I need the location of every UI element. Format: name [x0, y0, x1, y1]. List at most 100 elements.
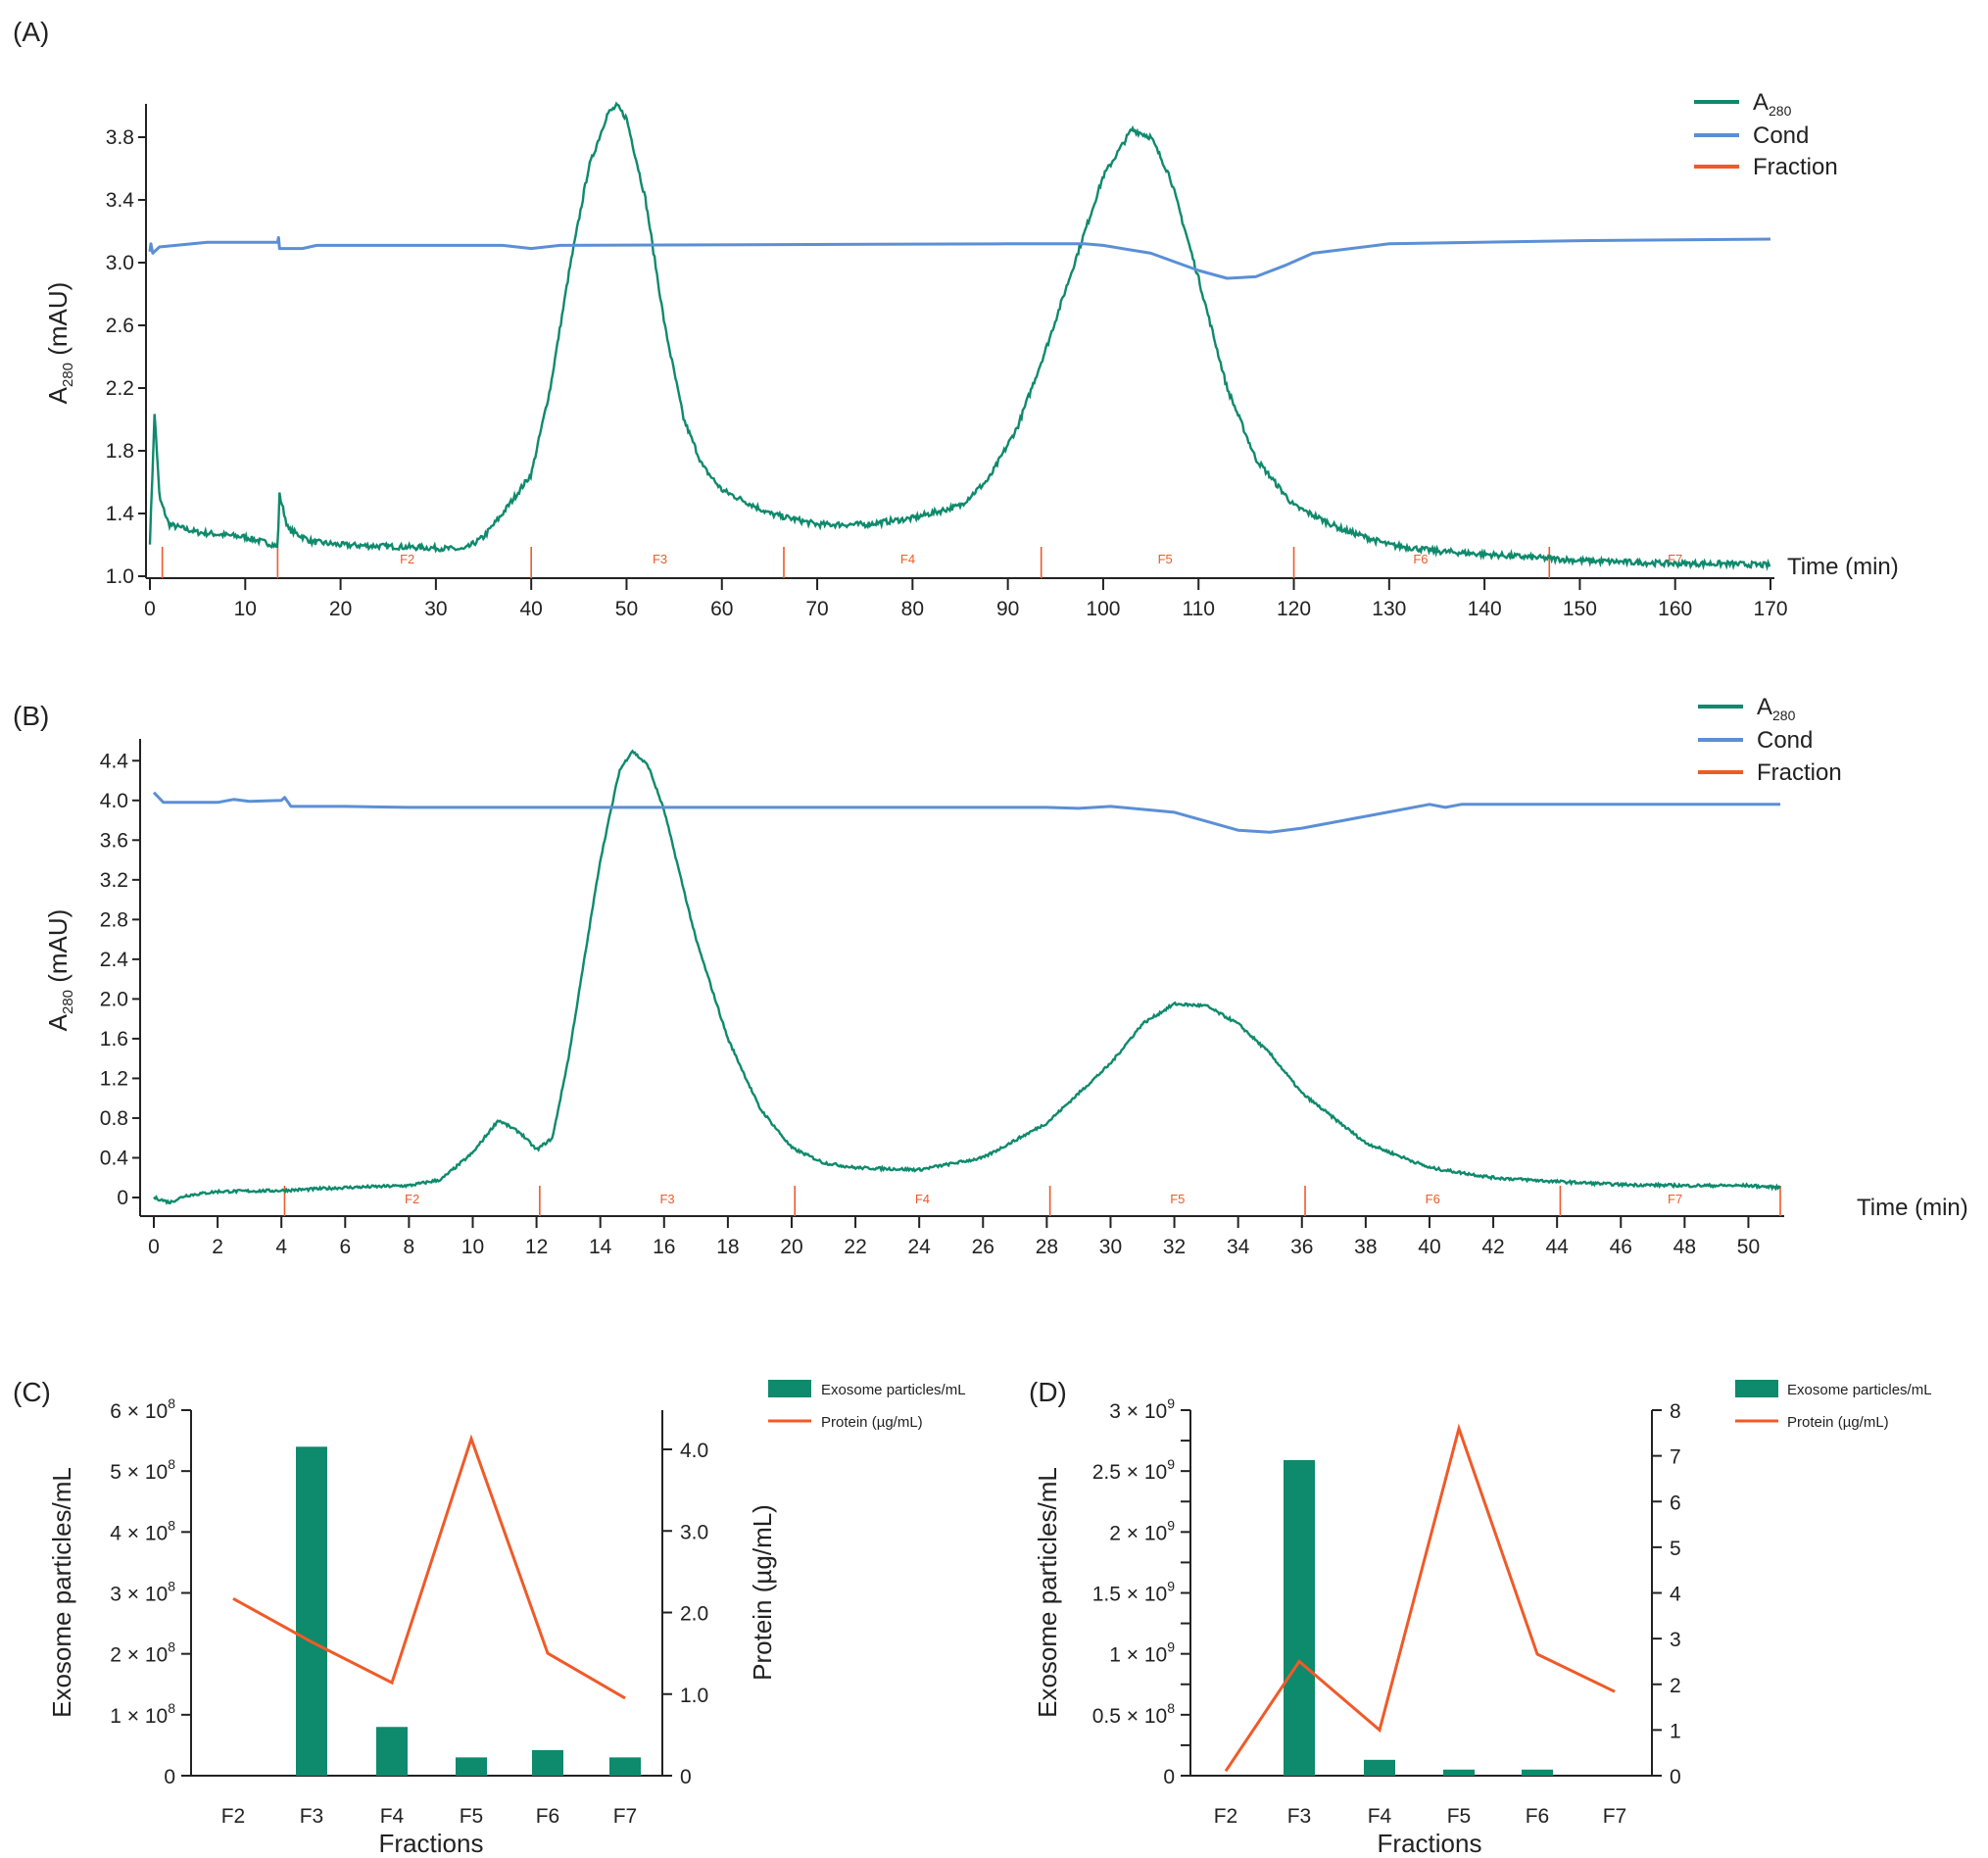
left-y-tick-label: 2 × 108 — [110, 1639, 175, 1667]
legend-label-fraction: Fraction — [1757, 759, 1842, 786]
right-y-tick-label: 6 — [1670, 1491, 1681, 1514]
tick-exponent: 8 — [168, 1639, 175, 1655]
x-tick-label: 20 — [780, 1236, 802, 1258]
right-y-axis-label: Protein (µg/mL) — [748, 1504, 777, 1681]
x-tick-label: 12 — [525, 1236, 548, 1258]
right-y-tick-label: 2.0 — [680, 1603, 708, 1626]
bar-f5 — [456, 1757, 487, 1776]
a280-trace — [153, 749, 1781, 1205]
y-tick-label: 1.4 — [106, 503, 135, 525]
x-axis-label: Time (min) — [1857, 1195, 1968, 1221]
x-tick-label: 40 — [519, 598, 542, 620]
tick-exponent: 9 — [1167, 1579, 1175, 1594]
y-tick-label: 2.4 — [100, 949, 129, 971]
x-tick-label: 170 — [1753, 598, 1787, 620]
y-tick-label: 3.4 — [106, 189, 135, 212]
tick-exponent: 9 — [1167, 1639, 1175, 1655]
x-tick-label: F4 — [380, 1805, 405, 1828]
legend-label-sub: 280 — [1772, 708, 1796, 723]
x-tick-label: 34 — [1227, 1236, 1250, 1258]
fraction-label: F4 — [900, 552, 915, 566]
y-axis-label: A280 (mAU) — [43, 909, 76, 1032]
right-y-tick-label: 1 — [1670, 1720, 1681, 1742]
x-tick-label: 130 — [1372, 598, 1406, 620]
y-tick-label: 2.8 — [100, 908, 128, 931]
right-y-tick-label: 2 — [1670, 1675, 1681, 1697]
y-tick-label: 2.2 — [106, 377, 134, 400]
fraction-label: F5 — [1170, 1192, 1185, 1206]
y-tick-label: 1.0 — [106, 565, 134, 588]
right-y-tick-label: 8 — [1670, 1400, 1681, 1423]
legend-label-exosome: Exosome particles/mL — [1787, 1382, 1932, 1398]
fraction-label: F7 — [1668, 1192, 1682, 1206]
x-tick-label: 16 — [653, 1236, 675, 1258]
bar-f6 — [1522, 1769, 1553, 1776]
tick-base: 0 — [1163, 1766, 1175, 1788]
legend-label-a280: A280 — [1753, 89, 1792, 119]
x-tick-label: 80 — [901, 598, 924, 620]
x-tick-label: F3 — [1287, 1805, 1312, 1828]
a280-trace — [148, 101, 1771, 571]
x-tick-label: F2 — [1214, 1805, 1238, 1828]
tick-base: 6 × 10 — [110, 1400, 168, 1423]
bar-f3 — [296, 1446, 327, 1776]
y-tick-label: 4.0 — [100, 790, 128, 812]
x-tick-label: 10 — [234, 598, 257, 620]
tick-base: 3 × 10 — [110, 1584, 168, 1606]
x-tick-label: 18 — [716, 1236, 739, 1258]
tick-base: 1 × 10 — [110, 1705, 168, 1728]
x-tick-label: 20 — [329, 598, 352, 620]
y-tick-label: 2.0 — [100, 988, 128, 1010]
bar-f6 — [532, 1749, 563, 1776]
x-tick-label: 32 — [1163, 1236, 1186, 1258]
y-tick-label: 4.4 — [100, 750, 129, 772]
left-y-tick-label: 4 × 108 — [110, 1517, 175, 1544]
x-tick-label: 8 — [404, 1236, 415, 1258]
panel-label: (A) — [13, 17, 49, 47]
right-y-tick-label: 0 — [680, 1766, 692, 1788]
x-tick-label: 38 — [1354, 1236, 1377, 1258]
x-tick-label: F5 — [460, 1805, 484, 1828]
y-axis-label-sub: 280 — [60, 363, 76, 387]
tick-base: 1.5 × 10 — [1092, 1584, 1167, 1606]
y-axis-label: A280 (mAU) — [43, 282, 76, 405]
x-tick-label: F5 — [1447, 1805, 1472, 1828]
y-tick-label: 3.6 — [100, 829, 128, 852]
tick-exponent: 8 — [1167, 1700, 1175, 1716]
right-y-tick-label: 4 — [1670, 1584, 1681, 1606]
x-tick-label: 120 — [1277, 598, 1311, 620]
panel-label: (B) — [13, 701, 49, 731]
x-tick-label: 46 — [1610, 1236, 1632, 1258]
tick-base: 2 × 10 — [1109, 1522, 1167, 1544]
x-tick-label: 4 — [275, 1236, 287, 1258]
panel-label: (D) — [1029, 1377, 1067, 1407]
fraction-label: F6 — [1426, 1192, 1440, 1206]
y-tick-label: 2.6 — [106, 315, 134, 337]
right-y-tick-label: 4.0 — [680, 1440, 708, 1462]
tick-base: 3 × 10 — [1109, 1400, 1167, 1423]
panel-label: (C) — [13, 1377, 51, 1407]
left-y-tick-label: 3 × 109 — [1109, 1395, 1175, 1423]
right-y-tick-label: 0 — [1670, 1766, 1681, 1788]
bar-f4 — [1364, 1759, 1395, 1776]
legend-swatch-bar — [1735, 1380, 1778, 1397]
tick-base: 2 × 10 — [110, 1644, 168, 1667]
x-tick-label: 0 — [144, 598, 156, 620]
x-tick-label: 42 — [1481, 1236, 1504, 1258]
x-tick-label: 44 — [1545, 1236, 1569, 1258]
x-tick-label: 90 — [996, 598, 1019, 620]
fraction-label: F2 — [405, 1192, 419, 1206]
y-tick-label: 0 — [117, 1187, 128, 1209]
left-y-tick-label: 1 × 108 — [110, 1700, 175, 1728]
x-tick-label: 10 — [461, 1236, 484, 1258]
right-y-tick-label: 7 — [1670, 1446, 1681, 1469]
x-tick-label: 70 — [805, 598, 828, 620]
x-tick-label: 2 — [212, 1236, 223, 1258]
x-axis-label: Fractions — [379, 1829, 484, 1858]
legend-label-text: A — [1753, 89, 1769, 116]
legend-label-sub: 280 — [1769, 103, 1792, 119]
tick-base: 4 × 10 — [110, 1522, 168, 1544]
cond-trace — [148, 235, 1771, 280]
tick-exponent: 8 — [168, 1517, 175, 1533]
y-axis-label-main: A — [43, 1013, 73, 1031]
